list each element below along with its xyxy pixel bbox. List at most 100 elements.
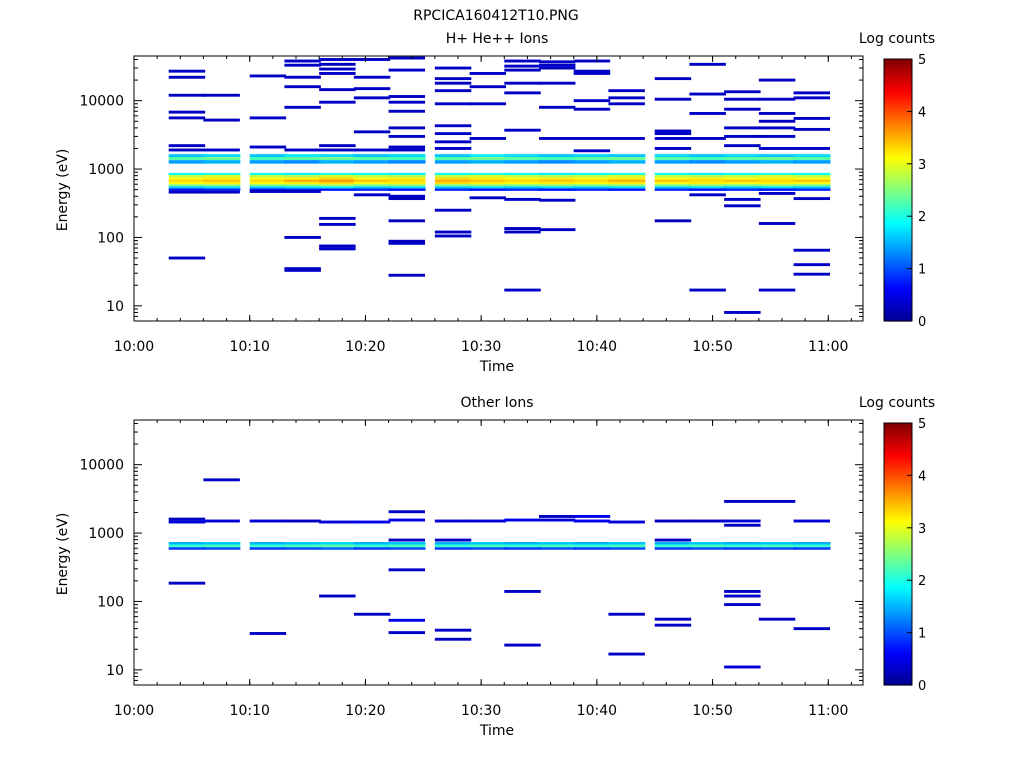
heatmap-cell <box>539 81 576 85</box>
heatmap-cell <box>793 184 831 187</box>
heatmap-cell <box>504 172 542 175</box>
x-tick-label: 10:10 <box>230 339 270 355</box>
heatmap-cell <box>724 179 762 183</box>
heatmap-cell <box>434 182 472 185</box>
colorbar-frame <box>883 58 913 322</box>
heatmap-cell <box>353 182 391 185</box>
heatmap-cell <box>724 594 761 598</box>
heatmap-cell <box>168 190 206 194</box>
colorbar-step <box>884 567 912 570</box>
heatmap-cell <box>388 68 426 72</box>
x-tick-label: 10:50 <box>692 339 732 355</box>
heatmap-cell <box>319 174 357 178</box>
heatmap-cell <box>539 179 576 183</box>
heatmap-cell <box>434 184 472 187</box>
colorbar-step <box>884 471 912 474</box>
colorbar-step <box>884 608 912 612</box>
heatmap-cell <box>573 547 611 550</box>
heatmap-cell <box>284 268 321 272</box>
heatmap-cell <box>608 652 645 656</box>
x-tick-label: 10:50 <box>692 703 732 719</box>
colorbar-step <box>884 253 912 257</box>
heatmap-cell <box>469 157 507 161</box>
x-tick-label: 10:30 <box>461 703 501 719</box>
colorbar-step <box>884 240 912 243</box>
colorbar-step <box>884 630 912 634</box>
colorbar-step <box>884 144 912 147</box>
colorbar-step <box>884 619 912 623</box>
colorbar-step <box>884 573 912 577</box>
heatmap-cell <box>793 541 831 545</box>
y-tick-label: 100 <box>97 594 124 610</box>
panel-title: H+ He++ Ions <box>446 31 549 47</box>
heatmap-cell <box>388 148 426 152</box>
heatmap-cell <box>608 544 646 548</box>
colorbar-step <box>884 316 912 320</box>
heatmap-cell <box>249 547 287 550</box>
colorbar-step <box>884 481 912 485</box>
colorbar-tick-label: 3 <box>918 522 926 537</box>
heatmap-cell <box>469 137 507 140</box>
heatmap-cell <box>504 179 542 183</box>
heatmap-cell <box>654 188 692 191</box>
heatmap-cell <box>758 182 796 185</box>
colorbar-step <box>884 266 912 270</box>
heatmap-cell <box>168 256 206 260</box>
colorbar-step <box>884 593 912 597</box>
heatmap-cell <box>319 58 356 61</box>
heatmap-cell <box>284 184 322 187</box>
heatmap-cell <box>724 186 762 189</box>
colorbar-step <box>884 272 912 276</box>
heatmap-cell <box>758 174 796 178</box>
heatmap-cell <box>573 179 611 183</box>
colorbar-step <box>884 111 912 115</box>
colorbar-step <box>884 126 912 130</box>
colorbar-step <box>884 251 912 254</box>
heatmap-cell <box>793 179 831 183</box>
heatmap-cell <box>689 188 727 191</box>
heatmap-cell <box>573 544 611 548</box>
heatmap-cell <box>388 510 426 514</box>
heatmap-cell <box>654 544 692 548</box>
colorbar-step <box>884 305 912 309</box>
heatmap-cell <box>654 77 692 81</box>
x-tick-label: 10:10 <box>230 703 270 719</box>
colorbar-tick-label: 0 <box>918 679 926 694</box>
heatmap-cell <box>539 198 576 202</box>
heatmap-cell <box>573 188 611 191</box>
y-tick-label: 100 <box>97 230 124 246</box>
colorbar-step <box>884 235 912 239</box>
heatmap-cell <box>504 230 541 234</box>
heatmap-cell <box>573 59 611 63</box>
heatmap-cell <box>724 523 761 527</box>
heatmap-cell <box>469 160 507 164</box>
colorbar-label: Log counts <box>859 395 935 411</box>
colorbar-step <box>884 597 912 601</box>
heatmap-cell <box>758 288 796 292</box>
heatmap-cell <box>319 67 356 71</box>
heatmap-cell <box>319 188 357 191</box>
heatmap-area <box>168 56 831 314</box>
heatmap-cell <box>573 99 611 103</box>
colorbar-step <box>884 161 912 165</box>
colorbar-step <box>884 152 912 156</box>
colorbar-step <box>884 680 912 684</box>
heatmap-cell <box>689 193 726 197</box>
heatmap-cell <box>388 174 426 178</box>
heatmap-cell <box>573 172 611 175</box>
heatmap-cell <box>388 172 426 175</box>
heatmap-cell <box>319 244 356 248</box>
heatmap-cell <box>469 196 507 200</box>
heatmap-cell <box>353 544 391 548</box>
heatmap-cell <box>689 179 727 183</box>
colorbar-step <box>884 665 912 669</box>
heatmap-cell <box>284 544 322 548</box>
heatmap-cell <box>168 172 206 175</box>
colorbar-step <box>884 211 912 215</box>
colorbar-step <box>884 462 912 466</box>
heatmap-cell <box>758 191 796 195</box>
heatmap-cell <box>504 182 542 185</box>
heatmap-cell <box>249 172 287 175</box>
heatmap-cell <box>388 631 426 635</box>
heatmap-cell <box>353 160 391 164</box>
